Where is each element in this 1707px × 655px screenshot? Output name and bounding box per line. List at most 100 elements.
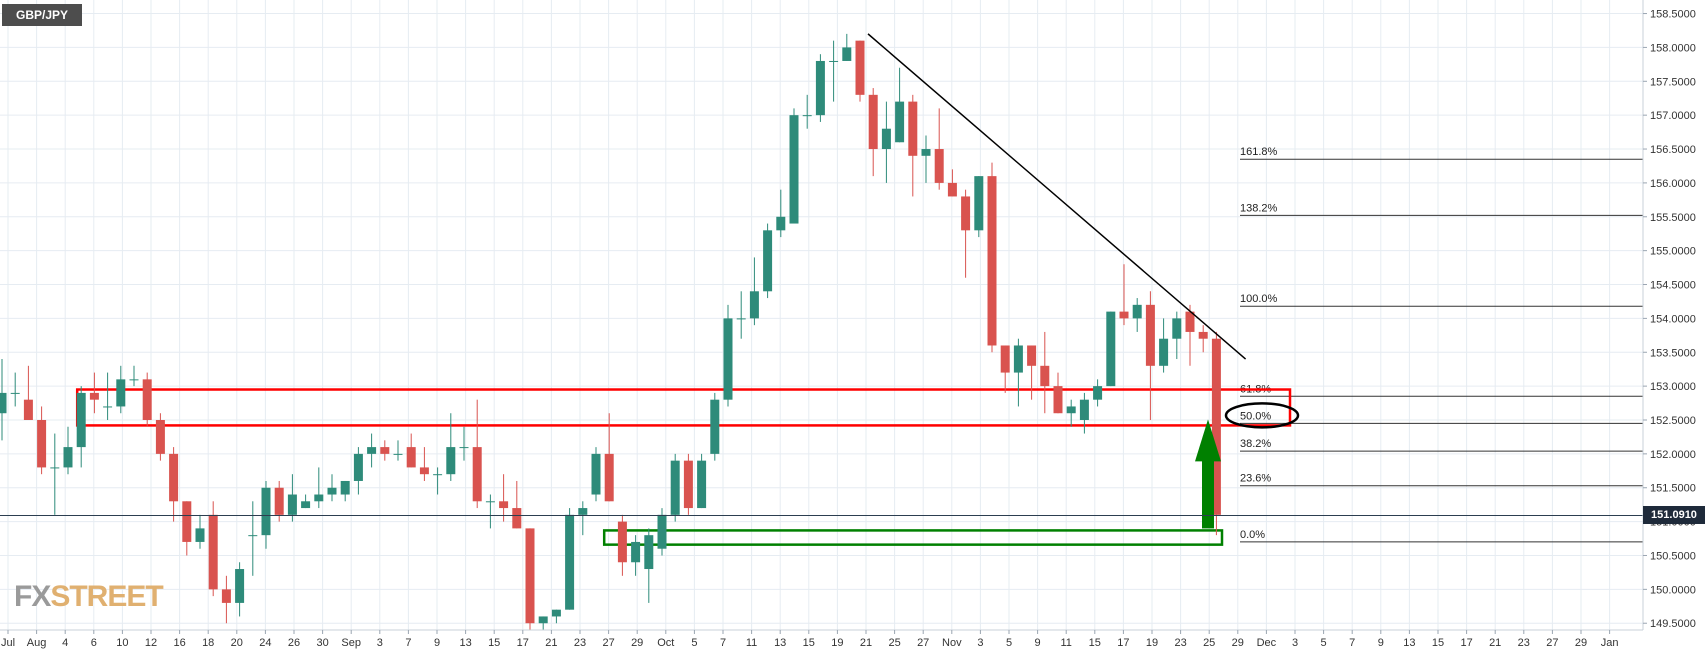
price-tick-label: 157.5000 (1650, 76, 1696, 88)
candle-body (50, 467, 60, 469)
candle-body (578, 508, 588, 515)
time-tick-label: 5 (1006, 637, 1012, 649)
candle-bullish (261, 480, 271, 549)
candle-body (908, 101, 918, 156)
candle-bearish (1040, 331, 1050, 414)
candle-bullish (1172, 311, 1182, 360)
candle-body (1053, 386, 1063, 414)
price-tick-label: 154.5000 (1650, 280, 1696, 292)
candle-body (815, 60, 825, 116)
time-tick-label: 13 (459, 637, 471, 649)
candle-bullish (314, 467, 324, 509)
candle-body (208, 514, 218, 590)
candle-bearish (961, 189, 971, 278)
watermark-street: STREET (50, 580, 163, 613)
candle-body (1106, 311, 1116, 387)
candle-bullish (644, 528, 654, 603)
candle-bullish (578, 501, 588, 536)
time-tick-label: Sep (341, 637, 361, 649)
candle-body (1027, 345, 1037, 366)
time-tick-label: Aug (27, 637, 47, 649)
candle-body (472, 447, 482, 502)
candle-body (538, 616, 548, 624)
fib-level-label: 100.0% (1240, 293, 1278, 305)
candle-bearish (683, 453, 693, 515)
candle-bullish (459, 426, 469, 461)
up-arrow-shaft (1202, 459, 1214, 529)
candle-body (393, 453, 403, 455)
candle-body (657, 514, 667, 549)
fib-level-label: 0.0% (1240, 529, 1265, 541)
price-tick-label: 156.5000 (1650, 144, 1696, 156)
candle-body (855, 40, 865, 95)
time-axis: Jul Aug 4 6 10 12 16 18 20 24 26 30 Sep 3 7 9 13 15 17 21 23… (0, 629, 1643, 649)
time-tick-label: 17 (1117, 637, 1129, 649)
candle-bullish (881, 101, 891, 183)
time-tick-label: 23 (1174, 637, 1186, 649)
candle-body (1013, 345, 1023, 373)
candle-bullish (353, 447, 363, 495)
time-tick-label: 17 (1460, 637, 1472, 649)
candle-body (829, 60, 839, 62)
fib-level-label: 161.8% (1240, 146, 1278, 158)
price-tick-label: 153.5000 (1650, 347, 1696, 359)
candle-bullish (129, 365, 139, 387)
time-tick-label: 29 (1232, 637, 1244, 649)
candle-body (380, 447, 390, 454)
time-tick-label: 19 (831, 637, 843, 649)
candle-body (37, 420, 47, 468)
time-tick-label: 15 (803, 637, 815, 649)
price-tick-label: 157.0000 (1650, 110, 1696, 122)
time-tick-label: 26 (288, 637, 300, 649)
candle-bullish (1013, 338, 1023, 407)
candle-body (1079, 399, 1089, 420)
candle-body (499, 501, 509, 509)
candle-bearish (380, 440, 390, 461)
candle-body (921, 149, 931, 156)
candle-body (525, 528, 535, 624)
time-tick-label: 29 (1575, 637, 1587, 649)
candle-bullish (591, 447, 601, 502)
candle-bullish (367, 433, 377, 468)
time-tick-label: 19 (1146, 637, 1158, 649)
candle-bearish (947, 169, 957, 197)
time-tick-label: 21 (1489, 637, 1501, 649)
candle-bullish (1079, 392, 1089, 434)
time-tick-label: 20 (231, 637, 243, 649)
candle-bullish (723, 304, 733, 407)
time-tick-label: 13 (1403, 637, 1415, 649)
fibonacci-levels: 161.8%138.2%100.0%61.8%50.0%38.2%23.6%0.… (1240, 146, 1643, 543)
price-tick-label: 151.5000 (1650, 483, 1696, 495)
candle-bullish (551, 609, 561, 624)
candle-body (340, 480, 350, 495)
candle-bullish (789, 108, 799, 224)
fib-level-label: 50.0% (1240, 410, 1271, 422)
symbol-label[interactable]: GBP/JPY (2, 4, 82, 26)
candle-body (142, 379, 152, 420)
candle-bearish (1119, 264, 1129, 326)
candle-bullish (10, 372, 20, 407)
candle-bearish (182, 501, 192, 556)
candle-bullish (921, 135, 931, 183)
candle-body (459, 447, 469, 449)
candle-bullish (538, 616, 548, 630)
time-tick-label: 15 (488, 637, 500, 649)
candle-bullish (815, 54, 825, 122)
time-tick-label: 6 (91, 637, 97, 649)
candle-body (895, 101, 905, 143)
candle-body (116, 379, 126, 407)
price-tick-label: 158.5000 (1650, 9, 1696, 21)
price-axis: 158.5000 158.0000 157.5000 157.0000 156.5000… (1642, 0, 1696, 630)
price-tick-label: 158.0000 (1650, 42, 1696, 54)
fib-level-label: 23.6% (1240, 473, 1271, 485)
candle-body (947, 182, 957, 197)
candle-bullish (1066, 399, 1076, 427)
candle-body (776, 216, 786, 231)
candle-bearish (499, 474, 509, 522)
candle-body (644, 535, 654, 570)
candle-body (1145, 304, 1155, 366)
candle-bullish (763, 223, 773, 299)
candle-bearish (1000, 345, 1010, 393)
candle-body (235, 569, 245, 603)
watermark-fx: FX (14, 580, 51, 613)
